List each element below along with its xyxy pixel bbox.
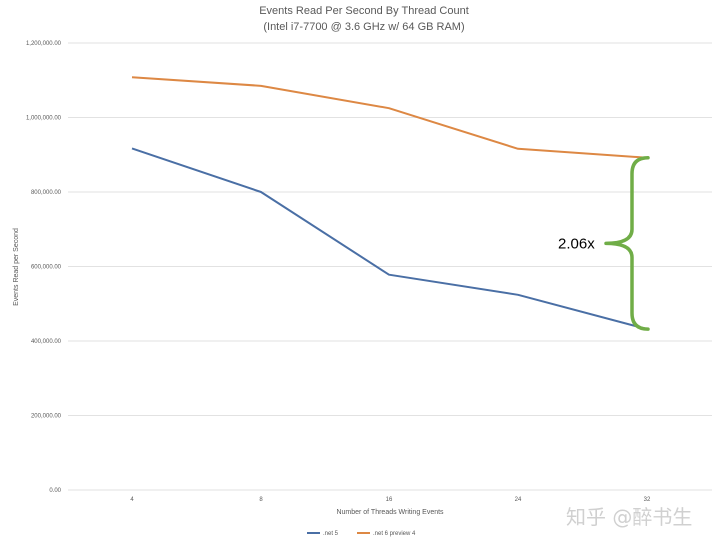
annotation-label: 2.06x	[558, 235, 595, 252]
y-tick-label: 0.00	[49, 488, 61, 494]
y-tick-label: 200,000.00	[31, 414, 62, 420]
legend: .net 5 .net 6 preview 4	[307, 531, 416, 537]
y-tick-label: 800,000.00	[31, 190, 62, 196]
y-axis-ticks: 0.00 200,000.00 400,000.00 600,000.00 800,00…	[26, 41, 62, 494]
x-axis-label: Number of Threads Writing Events	[336, 509, 444, 516]
y-tick-label: 1,200,000.00	[26, 41, 62, 47]
chart-subtitle: (Intel i7-7700 @ 3.6 GHz w/ 64 GB RAM)	[263, 21, 464, 33]
annotation-group: 2.06x	[558, 155, 650, 331]
series-line	[131, 76, 648, 159]
watermark: 知乎 @醉书生	[566, 505, 692, 529]
gridlines	[68, 42, 712, 491]
x-tick-label: 16	[386, 497, 393, 503]
y-axis-label: Events Read per Second	[13, 228, 20, 306]
series-line	[131, 147, 648, 331]
x-axis-ticks: 4 8 16 24 32	[130, 497, 651, 503]
y-tick-label: 400,000.00	[31, 339, 62, 345]
series-lines	[131, 76, 648, 331]
x-tick-label: 24	[515, 497, 522, 503]
x-tick-label: 8	[259, 497, 263, 503]
x-tick-label: 4	[130, 497, 134, 503]
x-tick-label: 32	[644, 497, 651, 503]
y-tick-label: 1,000,000.00	[26, 116, 62, 122]
legend-label: .net 6 preview 4	[373, 531, 416, 537]
annotation-brace	[604, 155, 650, 331]
chart-title: Events Read Per Second By Thread Count	[259, 5, 469, 17]
y-tick-label: 600,000.00	[31, 265, 62, 271]
legend-label: .net 5	[323, 531, 339, 537]
